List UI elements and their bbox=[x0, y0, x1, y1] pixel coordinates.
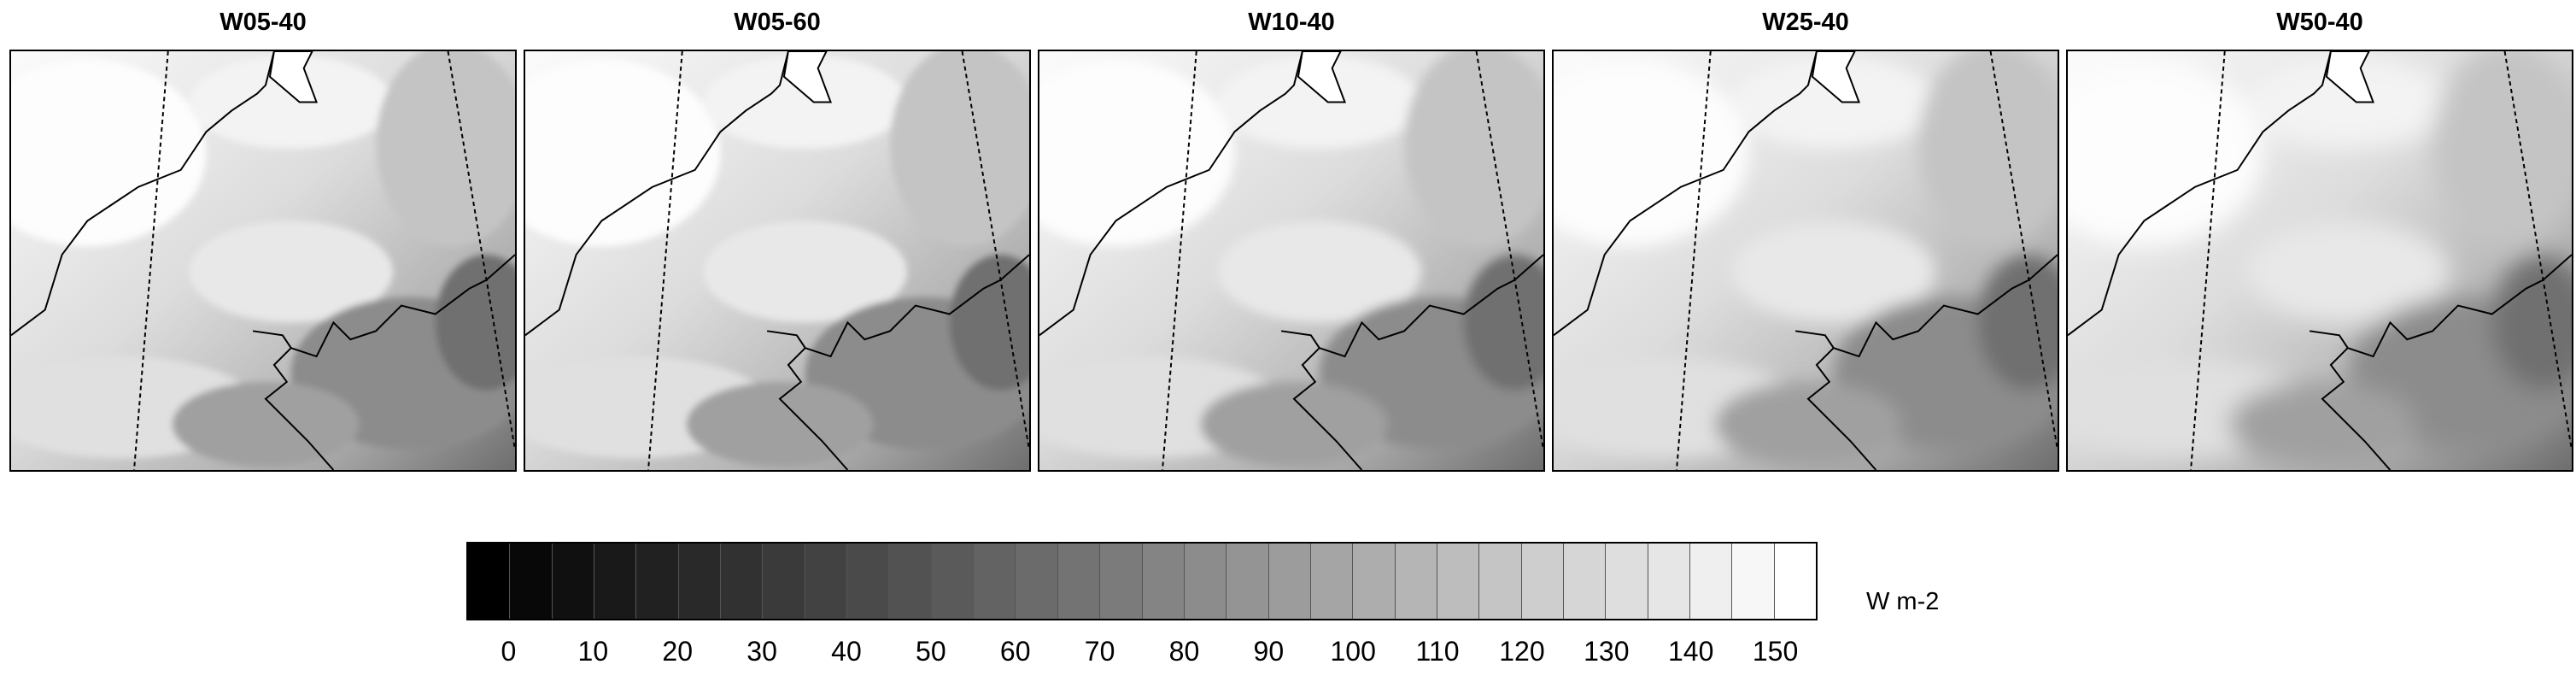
panel-title-w25-40: W25-40 bbox=[1762, 9, 1849, 36]
colorbar-tick-label: 130 bbox=[1584, 636, 1630, 667]
colorbar-tick-label: 60 bbox=[999, 636, 1031, 667]
colorbar-swatch bbox=[721, 544, 764, 619]
colorbar-tick-label: 10 bbox=[577, 636, 609, 667]
panel-title-w50-40: W50-40 bbox=[2276, 9, 2363, 36]
colorbar-swatch bbox=[931, 544, 975, 619]
colorbar-swatch bbox=[1563, 544, 1607, 619]
panel-title-w05-60: W05-60 bbox=[734, 9, 821, 36]
colorbar-tick-label: 90 bbox=[1253, 636, 1285, 667]
colorbar-tick-label: 100 bbox=[1330, 636, 1376, 667]
colorbar-swatch bbox=[1521, 544, 1564, 619]
colorbar-swatch bbox=[889, 544, 932, 619]
colorbar-tick-label: 140 bbox=[1667, 636, 1714, 667]
colorbar-swatch bbox=[1100, 544, 1143, 619]
colorbar-tick-label: 80 bbox=[1168, 636, 1200, 667]
colorbar-tick-label: 30 bbox=[746, 636, 777, 667]
colorbar-swatch bbox=[1057, 544, 1101, 619]
colorbar bbox=[466, 542, 1818, 620]
colorbar-swatch bbox=[594, 544, 637, 619]
colorbar-swatch bbox=[1437, 544, 1480, 619]
map-image bbox=[11, 51, 515, 470]
map-image bbox=[1039, 51, 1543, 470]
colorbar-swatch bbox=[552, 544, 595, 619]
colorbar-swatch bbox=[678, 544, 722, 619]
colorbar-swatch bbox=[1310, 544, 1354, 619]
colorbar-swatch bbox=[1689, 544, 1733, 619]
colorbar-swatch bbox=[1142, 544, 1185, 619]
map-image bbox=[525, 51, 1029, 470]
colorbar-tick-label: 70 bbox=[1084, 636, 1115, 667]
colorbar-tick-label: 20 bbox=[662, 636, 693, 667]
colorbar-swatch bbox=[636, 544, 679, 619]
map-image bbox=[1554, 51, 2058, 470]
colorbar-swatch bbox=[763, 544, 805, 619]
map-panel-w50-40 bbox=[2066, 50, 2573, 472]
colorbar-tick-label: 50 bbox=[916, 636, 946, 667]
map-panel-w25-40 bbox=[1552, 50, 2059, 472]
colorbar-swatch bbox=[1184, 544, 1227, 619]
colorbar-swatch bbox=[1353, 544, 1396, 619]
colorbar-swatch bbox=[468, 544, 511, 619]
colorbar-swatch bbox=[1648, 544, 1690, 619]
colorbar-tick-label: 110 bbox=[1415, 636, 1460, 667]
colorbar-swatch bbox=[1774, 544, 1816, 619]
colorbar-tick-label: 40 bbox=[831, 636, 862, 667]
map-image bbox=[2068, 51, 2572, 470]
map-panel-w10-40 bbox=[1038, 50, 1545, 472]
colorbar-tick-label: 150 bbox=[1752, 636, 1799, 667]
colorbar-swatch bbox=[510, 544, 553, 619]
colorbar-swatch bbox=[1732, 544, 1775, 619]
colorbar-swatch bbox=[1479, 544, 1522, 619]
colorbar-tick-label: 0 bbox=[501, 636, 517, 667]
panel-title-w10-40: W10-40 bbox=[1248, 9, 1335, 36]
colorbar-swatch bbox=[1268, 544, 1311, 619]
colorbar-tick-label: 120 bbox=[1499, 636, 1545, 667]
panel-title-w05-40: W05-40 bbox=[220, 9, 307, 36]
colorbar-unit-label: W m-2 bbox=[1866, 588, 1940, 615]
colorbar-swatch bbox=[805, 544, 848, 619]
colorbar-swatch bbox=[1227, 544, 1269, 619]
colorbar-swatch bbox=[1016, 544, 1058, 619]
map-panel-w05-60 bbox=[524, 50, 1031, 472]
map-panel-w05-40 bbox=[9, 50, 517, 472]
colorbar-swatch bbox=[974, 544, 1016, 619]
colorbar-swatch bbox=[847, 544, 890, 619]
colorbar-swatch bbox=[1395, 544, 1437, 619]
colorbar-swatch bbox=[1606, 544, 1648, 619]
